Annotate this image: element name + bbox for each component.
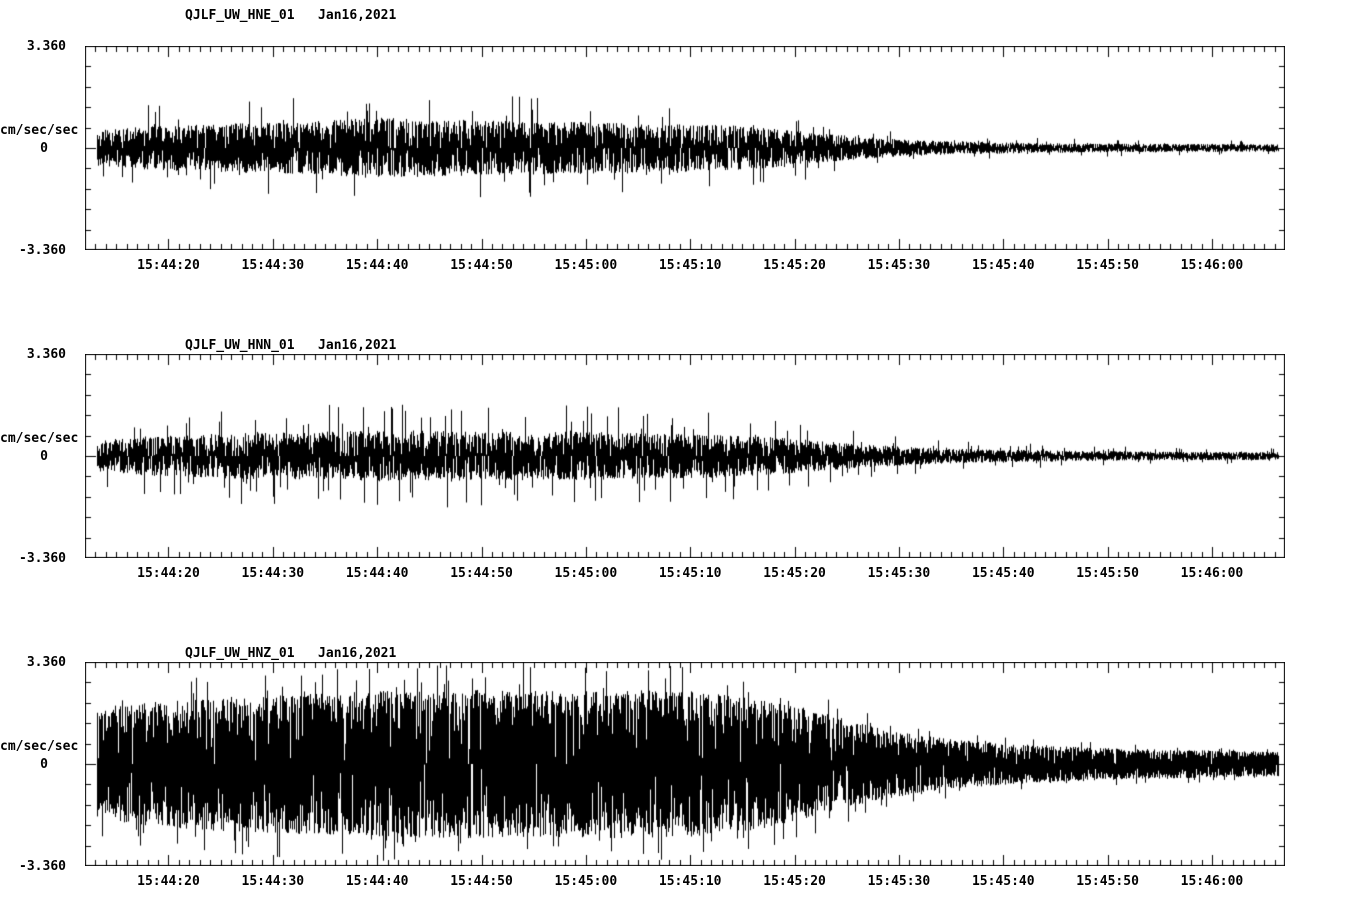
x-tick-label: 15:45:30 xyxy=(867,566,931,581)
x-tick-label: 15:44:20 xyxy=(137,566,200,581)
x-tick-label: 15:45:10 xyxy=(658,874,722,889)
x-tick-label: 15:45:30 xyxy=(867,258,931,273)
y-tick-label-max: 3.360 xyxy=(26,39,66,54)
y-tick-label-min: -3.360 xyxy=(19,859,66,874)
y-tick-label-min: -3.360 xyxy=(19,551,66,566)
waveform-plot-hnn xyxy=(85,354,1285,558)
y-tick-label-zero: 0 xyxy=(40,141,48,156)
x-tick-label: 15:45:40 xyxy=(971,566,1035,581)
x-tick-label: 15:46:00 xyxy=(1180,566,1244,581)
panel-title: QJLF_UW_HNN_01 Jan16,2021 xyxy=(185,338,397,353)
y-tick-label-max: 3.360 xyxy=(26,347,66,362)
x-tick-label: 15:45:20 xyxy=(763,874,826,889)
x-tick-label: 15:44:30 xyxy=(241,566,305,581)
y-tick-label-max: 3.360 xyxy=(26,655,66,670)
x-tick-label: 15:44:20 xyxy=(137,258,200,273)
x-tick-label: 15:44:40 xyxy=(345,874,409,889)
x-tick-label: 15:45:40 xyxy=(971,258,1035,273)
x-tick-label: 15:44:50 xyxy=(450,874,513,889)
x-tick-label: 15:46:00 xyxy=(1180,874,1244,889)
x-tick-label: 15:44:30 xyxy=(241,874,305,889)
x-tick-label: 15:45:20 xyxy=(763,566,826,581)
x-tick-label: 15:44:40 xyxy=(345,566,409,581)
x-tick-label: 15:45:50 xyxy=(1076,874,1139,889)
x-tick-label: 15:45:30 xyxy=(867,874,931,889)
x-tick-label: 15:46:00 xyxy=(1180,258,1244,273)
x-tick-label: 15:44:30 xyxy=(241,258,305,273)
seismo-panel: QJLF_UW_HNZ_01 Jan16,2021 3.360 cm/sec/s… xyxy=(0,616,1358,924)
x-tick-label: 15:44:20 xyxy=(137,874,200,889)
y-axis-units-label: cm/sec/sec xyxy=(0,739,79,754)
waveform-plot-hnz xyxy=(85,662,1285,866)
y-axis-units-label: cm/sec/sec xyxy=(0,431,79,446)
x-tick-label: 15:44:40 xyxy=(345,258,409,273)
x-tick-label: 15:45:10 xyxy=(658,258,722,273)
x-tick-label: 15:44:50 xyxy=(450,566,513,581)
x-tick-label: 15:44:50 xyxy=(450,258,513,273)
y-tick-label-min: -3.360 xyxy=(19,243,66,258)
y-axis-units-label: cm/sec/sec xyxy=(0,123,79,138)
panel-title: QJLF_UW_HNZ_01 Jan16,2021 xyxy=(185,646,397,661)
x-tick-label: 15:45:40 xyxy=(971,874,1035,889)
x-tick-label: 15:45:10 xyxy=(658,566,722,581)
x-tick-label: 15:45:50 xyxy=(1076,566,1139,581)
x-tick-label: 15:45:50 xyxy=(1076,258,1139,273)
x-tick-label: 15:45:00 xyxy=(554,258,618,273)
x-tick-label: 15:45:00 xyxy=(554,566,618,581)
panel-title: QJLF_UW_HNE_01 Jan16,2021 xyxy=(185,8,397,23)
seismo-panel: QJLF_UW_HNN_01 Jan16,2021 3.360 cm/sec/s… xyxy=(0,308,1358,616)
waveform-plot-hne xyxy=(85,46,1285,250)
seismo-panel: QJLF_UW_HNE_01 Jan16,2021 3.360 cm/sec/s… xyxy=(0,0,1358,308)
y-tick-label-zero: 0 xyxy=(40,757,48,772)
y-tick-label-zero: 0 xyxy=(40,449,48,464)
x-tick-label: 15:45:20 xyxy=(763,258,826,273)
x-tick-label: 15:45:00 xyxy=(554,874,618,889)
